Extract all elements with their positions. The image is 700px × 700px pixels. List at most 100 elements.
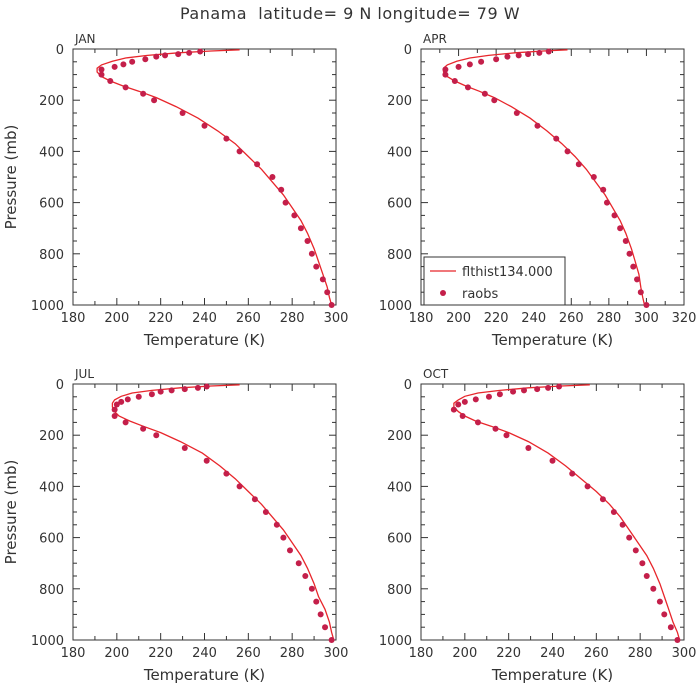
obs-point	[203, 457, 210, 464]
obs-point	[107, 78, 114, 84]
x-tick-label: 300	[324, 311, 349, 326]
x-tick-label: 180	[409, 646, 434, 661]
y-tick-label: 800	[39, 248, 64, 263]
obs-point	[667, 624, 674, 631]
obs-point	[632, 547, 639, 554]
obs-point	[140, 425, 147, 432]
obs-point	[295, 560, 302, 567]
model-line	[111, 384, 335, 641]
y-tick-label: 0	[56, 43, 64, 58]
obs-point	[236, 148, 243, 155]
x-tick-label: 240	[192, 311, 217, 326]
obs-point	[319, 276, 326, 283]
obs-point	[291, 212, 298, 219]
obs-point	[442, 71, 449, 78]
obs-point	[451, 78, 458, 84]
obs-point	[122, 84, 129, 91]
x-tick-label: 220	[148, 646, 173, 661]
obs-point	[317, 611, 324, 618]
obs-point	[111, 406, 118, 413]
obs-point	[201, 122, 208, 129]
obs-point	[455, 63, 462, 70]
obs-point	[135, 393, 142, 400]
obs-point	[280, 534, 287, 541]
x-tick-label: 220	[148, 311, 173, 326]
obs-point	[118, 398, 125, 405]
x-tick-label: 320	[672, 311, 697, 326]
x-tick-label: 220	[496, 646, 521, 661]
obs-point	[142, 56, 149, 63]
model-line	[453, 384, 681, 641]
legend: flthist134.000 raobs	[423, 256, 566, 306]
obs-point	[304, 238, 311, 244]
obs-point	[510, 388, 517, 395]
obs-point	[308, 250, 315, 257]
x-axis-label: Temperature (K)	[491, 666, 613, 684]
x-axis-label: Temperature (K)	[143, 331, 265, 349]
y-axis-label: Pressure (mb)	[2, 460, 20, 565]
plot-frame	[72, 48, 337, 306]
obs-point	[491, 97, 498, 104]
model-line	[96, 49, 333, 306]
obs-point	[474, 419, 481, 426]
obs-point	[545, 384, 552, 391]
obs-point	[492, 425, 499, 432]
obs-point	[472, 396, 479, 403]
obs-point	[328, 302, 335, 308]
panel-jul: 180 200 220 240 260 280 300 0 200 400 600 800 1000 JU…	[2, 367, 348, 684]
obs-point	[650, 585, 657, 592]
obs-point	[157, 388, 164, 395]
obs-point	[515, 52, 522, 59]
obs-point	[175, 51, 182, 58]
plot-frame	[420, 383, 685, 641]
obs-point	[600, 186, 607, 193]
obs-point	[590, 174, 597, 180]
obs-point	[534, 122, 541, 129]
obs-point	[478, 58, 485, 65]
obs-point	[223, 470, 230, 477]
x-tick-label: 300	[324, 646, 349, 661]
obs-point	[153, 53, 160, 60]
x-tick-label: 240	[192, 646, 217, 661]
obs-point	[553, 135, 560, 142]
x-tick-label: 300	[634, 311, 659, 326]
obs-point	[254, 161, 261, 168]
obs-point	[599, 496, 606, 503]
x-tick-label: 200	[452, 646, 477, 661]
panel-label: JUL	[74, 367, 94, 381]
x-tick-label: 280	[280, 646, 305, 661]
obs-point	[223, 135, 230, 142]
panel-label: OCT	[423, 367, 449, 381]
obs-point	[179, 110, 186, 116]
obs-point	[111, 63, 118, 70]
y-tick-label: 400	[39, 480, 64, 495]
x-axis-label: Temperature (K)	[491, 331, 613, 349]
y-tick-label: 400	[39, 145, 64, 160]
obs-point	[569, 470, 576, 477]
obs-point	[113, 401, 120, 408]
x-axis-label: Temperature (K)	[143, 666, 265, 684]
obs-point	[639, 560, 646, 567]
obs-point	[513, 110, 520, 116]
y-tick-label: 0	[404, 378, 412, 393]
x-tick-label: 200	[104, 646, 129, 661]
x-tick-label: 260	[584, 646, 609, 661]
obs-point	[626, 534, 633, 541]
obs-point	[525, 51, 532, 58]
obs-point	[575, 161, 582, 168]
model-line	[442, 49, 646, 306]
obs-point	[98, 71, 105, 78]
obs-point	[611, 212, 618, 219]
obs-point	[521, 387, 528, 394]
y-tick-label: 800	[39, 583, 64, 598]
y-tick-label: 800	[387, 583, 412, 598]
obs-point	[466, 61, 473, 68]
obs-point	[603, 199, 610, 206]
legend-dot-swatch	[440, 290, 446, 296]
obs-point	[111, 413, 118, 419]
obs-point	[549, 457, 556, 464]
x-tick-label: 280	[280, 311, 305, 326]
legend-label-model: flthist134.000	[462, 265, 553, 280]
obs-point	[442, 66, 449, 73]
y-tick-label: 400	[387, 145, 412, 160]
